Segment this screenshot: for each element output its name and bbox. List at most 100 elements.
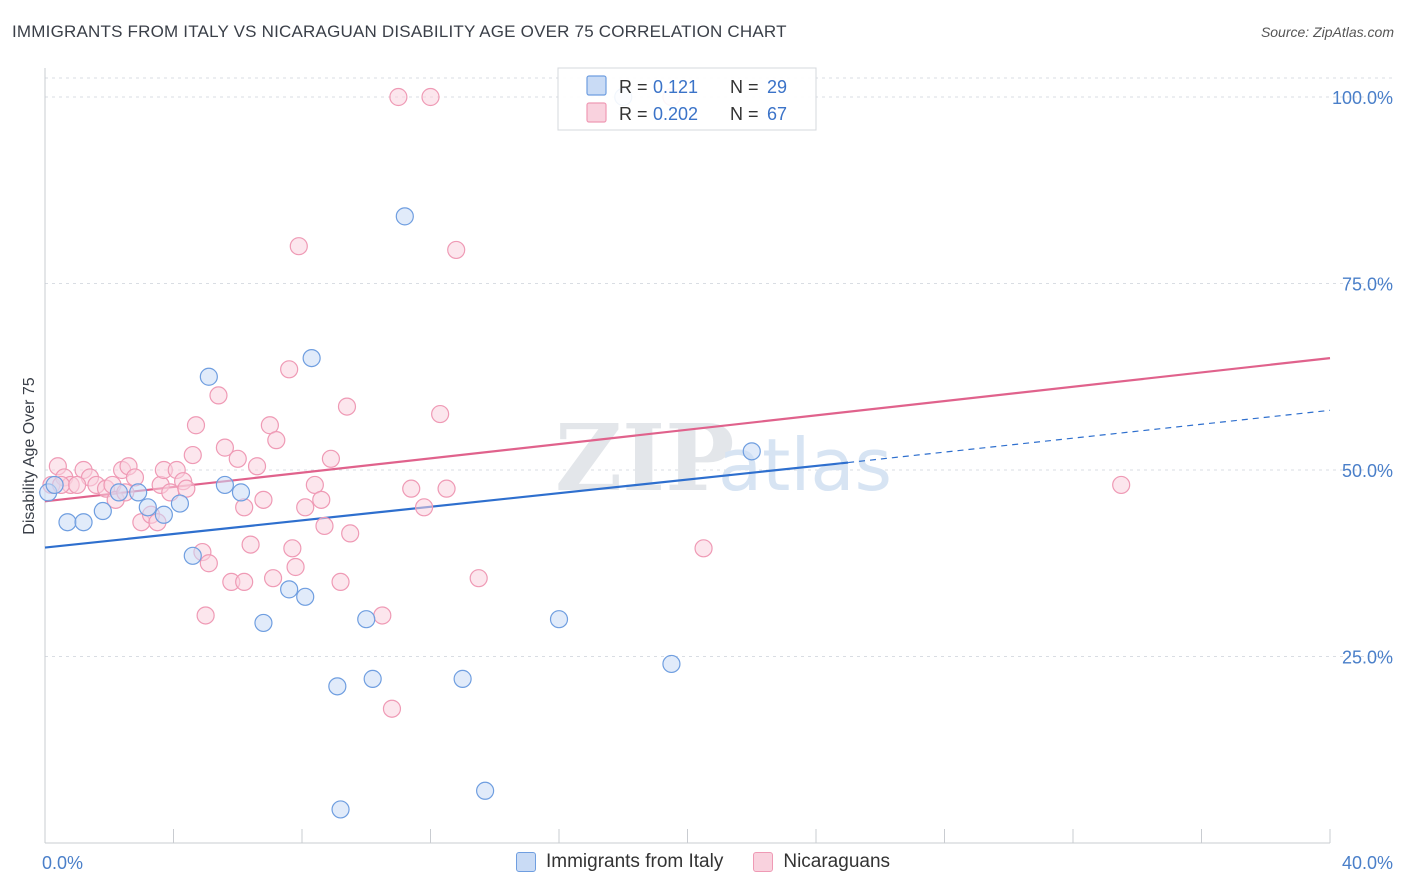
point-nicaraguans-50: [373, 606, 392, 625]
point-nicaraguans-46: [315, 516, 334, 536]
point-italy-19: [331, 800, 350, 819]
point-nicaraguans-52: [389, 87, 408, 107]
point-nicaraguans-62: [1112, 475, 1131, 495]
point-italy-15: [280, 580, 299, 599]
grid: [45, 77, 1392, 657]
y-tick-label-75: 75.0%: [1342, 275, 1393, 295]
legend-swatch-italy: [586, 75, 607, 96]
legend-r-label-nicaraguans: R =: [619, 104, 648, 124]
point-italy-21: [363, 669, 382, 688]
point-italy-28: [742, 442, 761, 461]
point-italy-16: [296, 587, 315, 606]
point-nicaraguans-23: [186, 416, 206, 435]
legend-n-value-italy: 29: [767, 77, 787, 97]
point-italy-1: [45, 475, 64, 495]
point-nicaraguans-40: [283, 539, 302, 558]
point-nicaraguans-51: [382, 699, 402, 718]
point-nicaraguans-31: [235, 572, 254, 592]
trend-line-nicaraguans: [44, 357, 1331, 503]
chart-source: Source: ZipAtlas.com: [1260, 24, 1394, 40]
y-axis-label: Disability Age Over 75: [21, 377, 38, 535]
point-nicaraguans-64: [68, 475, 87, 495]
legend-r-value-nicaraguans: 0.202: [653, 104, 698, 124]
point-nicaraguans-48: [337, 397, 357, 416]
point-italy-24: [476, 781, 495, 800]
point-nicaraguans-37: [263, 569, 283, 588]
point-nicaraguans-42: [289, 237, 308, 256]
point-nicaraguans-47: [321, 449, 341, 468]
trend-lines: [44, 357, 1331, 549]
legend-swatch-nicaraguans: [586, 102, 607, 123]
point-italy-27: [662, 654, 681, 674]
series-name-nicaraguans: Nicaraguans: [783, 851, 891, 872]
point-nicaraguans-33: [241, 535, 260, 554]
y-tick-label-50: 50.0%: [1342, 461, 1393, 481]
point-italy-11: [199, 367, 218, 386]
point-nicaraguans-41: [286, 557, 305, 577]
watermark-zip: ZIP: [555, 404, 734, 512]
point-italy-13: [231, 483, 251, 502]
point-nicaraguans-39: [280, 360, 299, 379]
legend-n-label-nicaraguans: N =: [730, 104, 759, 124]
point-nicaraguans-30: [228, 449, 247, 468]
point-italy-23: [453, 669, 472, 688]
legend-r-value-italy: 0.121: [653, 77, 698, 97]
point-italy-7: [138, 498, 157, 517]
series-legend-item-nicaraguans: Nicaraguans: [753, 851, 890, 873]
y-tick-label-100: 100.0%: [1332, 88, 1393, 108]
chart-title: IMMIGRANTS FROM ITALY VS NICARAGUAN DISA…: [12, 22, 787, 41]
series-swatch-nicaraguans: [753, 852, 774, 872]
point-italy-18: [328, 677, 347, 696]
point-italy-12: [215, 475, 234, 495]
point-nicaraguans-66: [331, 572, 350, 592]
point-nicaraguans-58: [469, 569, 488, 588]
point-italy-25: [549, 610, 569, 629]
point-italy-14: [254, 613, 273, 633]
x-tick-label-min: 0.0%: [42, 853, 83, 873]
point-nicaraguans-49: [341, 524, 360, 543]
legend-n-label-italy: N =: [730, 77, 759, 97]
legend-n-value-nicaraguans: 67: [767, 104, 787, 124]
point-nicaraguans-54: [421, 87, 440, 107]
series-legend-item-italy: Immigrants from Italy: [515, 851, 723, 873]
point-italy-3: [74, 513, 93, 532]
point-italy-6: [129, 483, 148, 502]
data-points: [39, 87, 1131, 819]
point-italy-17: [302, 349, 321, 368]
point-italy-10: [183, 546, 202, 565]
point-italy-22: [395, 207, 414, 226]
point-nicaraguans-43: [296, 498, 315, 517]
point-italy-20: [357, 610, 376, 629]
point-nicaraguans-12: [125, 468, 145, 487]
point-nicaraguans-26: [199, 554, 218, 573]
trend-line-italy-extension: [848, 409, 1331, 464]
point-nicaraguans-32: [235, 498, 254, 517]
point-nicaraguans-61: [694, 539, 713, 558]
point-italy-8: [154, 505, 173, 524]
point-nicaraguans-38: [267, 431, 286, 450]
legend: R = 0.121 N = 29 R = 0.202 N = 67: [557, 67, 817, 131]
series-legend: Immigrants from Italy Nicaraguans: [0, 851, 1406, 873]
point-italy-2: [58, 513, 77, 532]
x-tick-label-max: 40.0%: [1342, 853, 1393, 873]
point-nicaraguans-22: [183, 445, 202, 465]
point-nicaraguans-25: [196, 606, 215, 625]
legend-r-label-italy: R =: [619, 77, 648, 97]
point-italy-5: [109, 483, 128, 502]
axes: 0.0% 40.0% 25.0% 50.0% 75.0% 100.0%: [42, 68, 1393, 873]
point-nicaraguans-45: [312, 490, 331, 509]
y-tick-label-25: 25.0%: [1342, 648, 1393, 668]
point-nicaraguans-34: [247, 457, 267, 476]
point-nicaraguans-57: [447, 240, 466, 260]
point-nicaraguans-55: [431, 404, 450, 424]
point-nicaraguans-53: [402, 479, 421, 498]
trend-line-italy: [44, 461, 849, 549]
series-swatch-italy: [515, 852, 536, 872]
point-nicaraguans-28: [215, 438, 234, 457]
point-nicaraguans-56: [437, 479, 456, 498]
point-nicaraguans-27: [209, 386, 228, 405]
y-axis-label-group: Disability Age Over 75: [21, 377, 38, 535]
watermark-atlas: atlas: [718, 423, 892, 507]
